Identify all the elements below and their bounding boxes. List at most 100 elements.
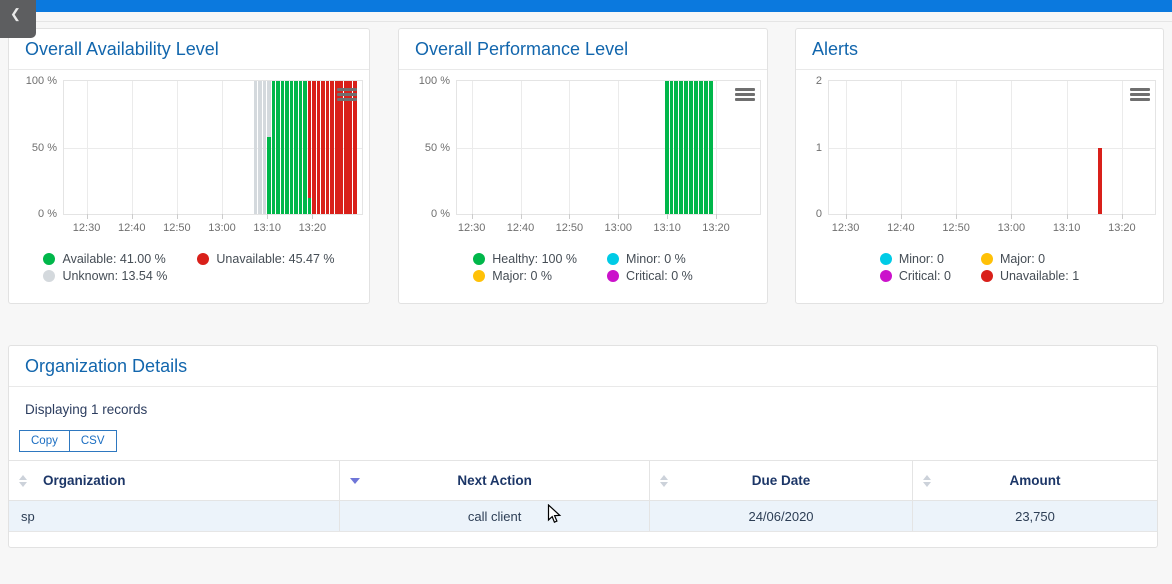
collapse-sidebar-tab[interactable]: ❮: [0, 0, 36, 38]
bar-segment-unavailable: [348, 81, 353, 214]
bar-segment-unavailable: [339, 81, 344, 214]
copy-button[interactable]: Copy: [19, 430, 70, 452]
legend-item-critical: Critical: 0: [879, 269, 951, 283]
bar-segment-unavailable: [352, 81, 357, 214]
axis-tick: [618, 214, 620, 219]
bar-segment-healthy: [674, 81, 679, 214]
bar-segment-unavailable: [330, 81, 334, 214]
header-strip: [0, 12, 1172, 22]
axis-tick: [667, 214, 669, 219]
legend-label: Healthy: 100 %: [492, 252, 578, 266]
chart-legend: Available: 41.00 % Unavailable: 45.47 % Un…: [9, 252, 369, 283]
bar-segment-unknown: [262, 81, 267, 214]
bar: [316, 81, 321, 214]
axis-tick: [956, 214, 958, 219]
gridline-horizontal: [457, 147, 760, 149]
healthy-legend-dot-icon: [473, 253, 486, 265]
bar-segment-healthy: [684, 81, 689, 214]
x-axis-label: 12:50: [163, 222, 191, 234]
bar: [321, 81, 325, 214]
legend-label: Unavailable: 1: [999, 269, 1080, 283]
organization-details-panel: Organization Details Displaying 1 record…: [8, 345, 1158, 548]
axis-tick: [86, 214, 88, 219]
x-axis-label: 12:50: [555, 222, 584, 234]
x-axis-label: 12:30: [72, 222, 101, 234]
cell-due-date: 24/06/2020: [649, 500, 913, 532]
legend-label: Available: 41.00 %: [62, 252, 166, 266]
bar: [343, 81, 348, 214]
sort-icon: [19, 474, 27, 487]
x-axis-label: 12:30: [831, 222, 860, 234]
chart-menu-icon[interactable]: [337, 88, 357, 101]
chart-legend: Minor: 0 Major: 0 Critical: 0 Unavailable: …: [796, 252, 1163, 283]
cell-amount[interactable]: 23,750: [911, 500, 1157, 532]
top-blue-bar: [0, 0, 1172, 12]
performance-panel: Overall Performance Level 12:30 12:40 12:5…: [398, 28, 768, 304]
axis-tick: [176, 214, 178, 219]
records-count-text: Displaying 1 records: [25, 402, 148, 417]
unavailable-legend-dot-icon: [197, 253, 210, 265]
legend-item-available: Available: 41.00 %: [43, 252, 167, 266]
bar-segment-unavailable: [321, 81, 325, 214]
chart-legend: Healthy: 100 % Minor: 0 % Major: 0 % Critic…: [399, 252, 767, 283]
column-header-due-date[interactable]: Due Date: [649, 460, 913, 501]
legend-item-major: Major: 0 %: [473, 269, 577, 283]
bar: [694, 81, 698, 214]
x-axis-label: 13:10: [653, 222, 681, 234]
bar-segment-unavailable: [312, 81, 316, 214]
available-legend-dot-icon: [43, 253, 56, 265]
y-axis-label: 50 %: [31, 141, 57, 154]
bar: [698, 81, 703, 214]
legend-item-unavailable: Unavailable: 1: [980, 269, 1080, 283]
legend-item-healthy: Healthy: 100 %: [473, 252, 577, 266]
bar: [334, 81, 339, 214]
chart-menu-icon[interactable]: [735, 88, 755, 101]
bar: [708, 81, 713, 214]
legend-label: Minor: 0: [898, 252, 944, 266]
sort-up-arrow: [19, 474, 27, 480]
axis-tick: [569, 214, 571, 219]
cell-next-action: call client: [339, 500, 650, 532]
legend-item-critical: Critical: 0 %: [607, 269, 693, 283]
bar: [339, 81, 344, 214]
minor-legend-dot-icon: [879, 253, 892, 265]
axis-tick: [845, 214, 847, 219]
bar-segment-unknown: [258, 81, 262, 214]
bar: [325, 81, 330, 214]
cell-organization: sp: [9, 500, 340, 532]
legend-label: Major: 0: [999, 252, 1046, 266]
bar: [267, 81, 271, 214]
bar-segment-unavailable: [325, 81, 330, 214]
bar-segment-healthy: [679, 81, 684, 214]
bar-segment-available: [267, 136, 271, 214]
csv-button[interactable]: CSV: [68, 430, 117, 452]
x-axis-label: 13:20: [702, 222, 730, 234]
bar: [262, 81, 267, 214]
chart-plot: 12:30 12:40 12:50 13:00 13:10 13:20 100 % 50 % 0…: [419, 75, 761, 234]
chart-menu-icon[interactable]: [1130, 88, 1150, 101]
bar-segment-available: [271, 81, 276, 214]
bar-segment-available: [294, 81, 298, 214]
bar-segment-unknown: [253, 81, 258, 214]
x-axis-label: 13:00: [604, 222, 633, 234]
column-header-next-action[interactable]: Next Action: [339, 460, 650, 501]
major-legend-dot-icon: [473, 270, 486, 282]
chart-plot: 12:30 12:40 12:50 13:00 13:10 13:20 100 % 50 % 0…: [26, 75, 363, 234]
column-header-amount[interactable]: Amount: [911, 460, 1157, 501]
bar: [294, 81, 298, 214]
bar: [303, 81, 307, 214]
legend-item-unavailable: Unavailable: 45.47 %: [197, 252, 335, 266]
bar: [679, 81, 684, 214]
column-header-organization[interactable]: Organization: [9, 460, 340, 501]
performance-chart: 12:30 12:40 12:50 13:00 13:10 13:20 100 % 50 % 0…: [399, 75, 767, 283]
sort-icon: [922, 474, 931, 487]
export-buttons: Copy CSV: [9, 417, 1157, 460]
chevron-left-icon: ❮: [10, 6, 21, 21]
bar-segment-healthy: [664, 81, 669, 214]
bar-segment-available: [285, 81, 289, 214]
legend-label: Critical: 0: [898, 269, 951, 283]
alerts-chart: 12:30 12:40 12:50 13:00 13:10 13:20 2 1 0 Minor:…: [796, 75, 1163, 283]
bar: [258, 81, 262, 214]
axis-tick: [222, 214, 224, 219]
bar-segment-healthy: [689, 81, 694, 214]
